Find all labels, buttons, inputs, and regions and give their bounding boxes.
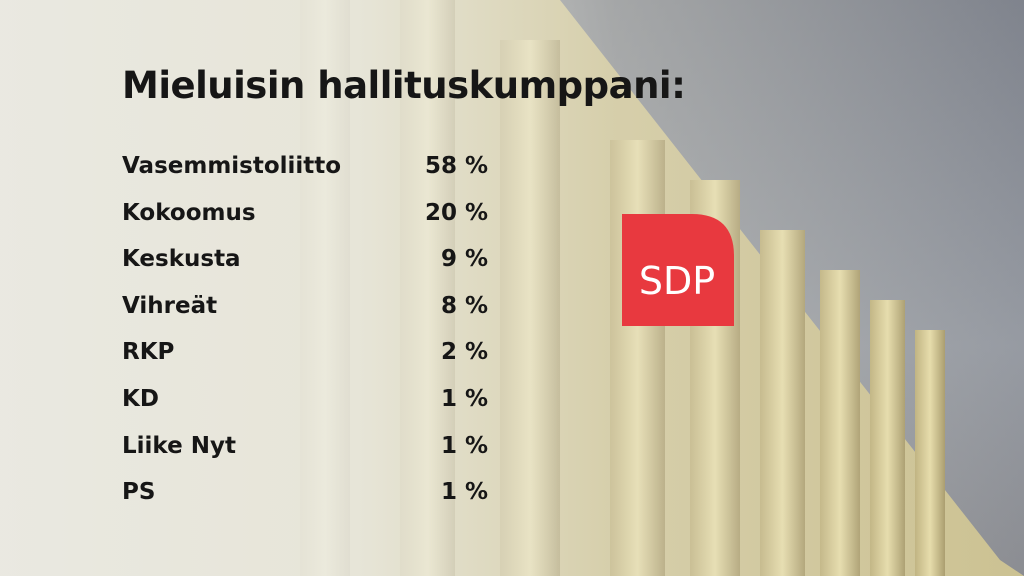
party-share: 8 % — [440, 292, 488, 319]
party-share: 20 % — [424, 199, 488, 226]
party-name: Liike Nyt — [122, 432, 236, 459]
table-row: Keskusta 9 % — [122, 238, 488, 285]
table-row: RKP 2 % — [122, 331, 488, 378]
party-name: KD — [122, 385, 159, 412]
party-share: 1 % — [440, 432, 488, 459]
party-share: 9 % — [440, 246, 488, 273]
party-share: 58 % — [424, 153, 488, 179]
party-name: RKP — [122, 339, 175, 366]
party-name: PS — [122, 479, 156, 506]
title: Mieluisin hallituskumppani: — [122, 64, 686, 107]
table-row: Vasemmistoliitto 58 % — [122, 145, 488, 192]
party-name: Kokoomus — [122, 199, 256, 226]
table-row: Kokoomus 20 % — [122, 192, 488, 239]
table-row: Vihreät 8 % — [122, 285, 488, 332]
table-row: KD 1 % — [122, 378, 488, 425]
party-name: Keskusta — [122, 246, 241, 273]
party-logo: SDP — [622, 214, 734, 326]
logo-shape — [622, 214, 734, 326]
party-name: Vasemmistoliitto — [122, 153, 342, 179]
party-share: 2 % — [440, 339, 488, 366]
party-share: 1 % — [440, 479, 488, 506]
table-row: Liike Nyt 1 % — [122, 425, 488, 472]
table-row: PS 1 % — [122, 471, 488, 518]
party-name: Vihreät — [122, 292, 218, 319]
results-table: Vasemmistoliitto 58 % Kokoomus 20 % Keskusta… — [122, 145, 488, 518]
logo-text: SDP — [639, 259, 715, 303]
party-share: 1 % — [440, 385, 488, 412]
